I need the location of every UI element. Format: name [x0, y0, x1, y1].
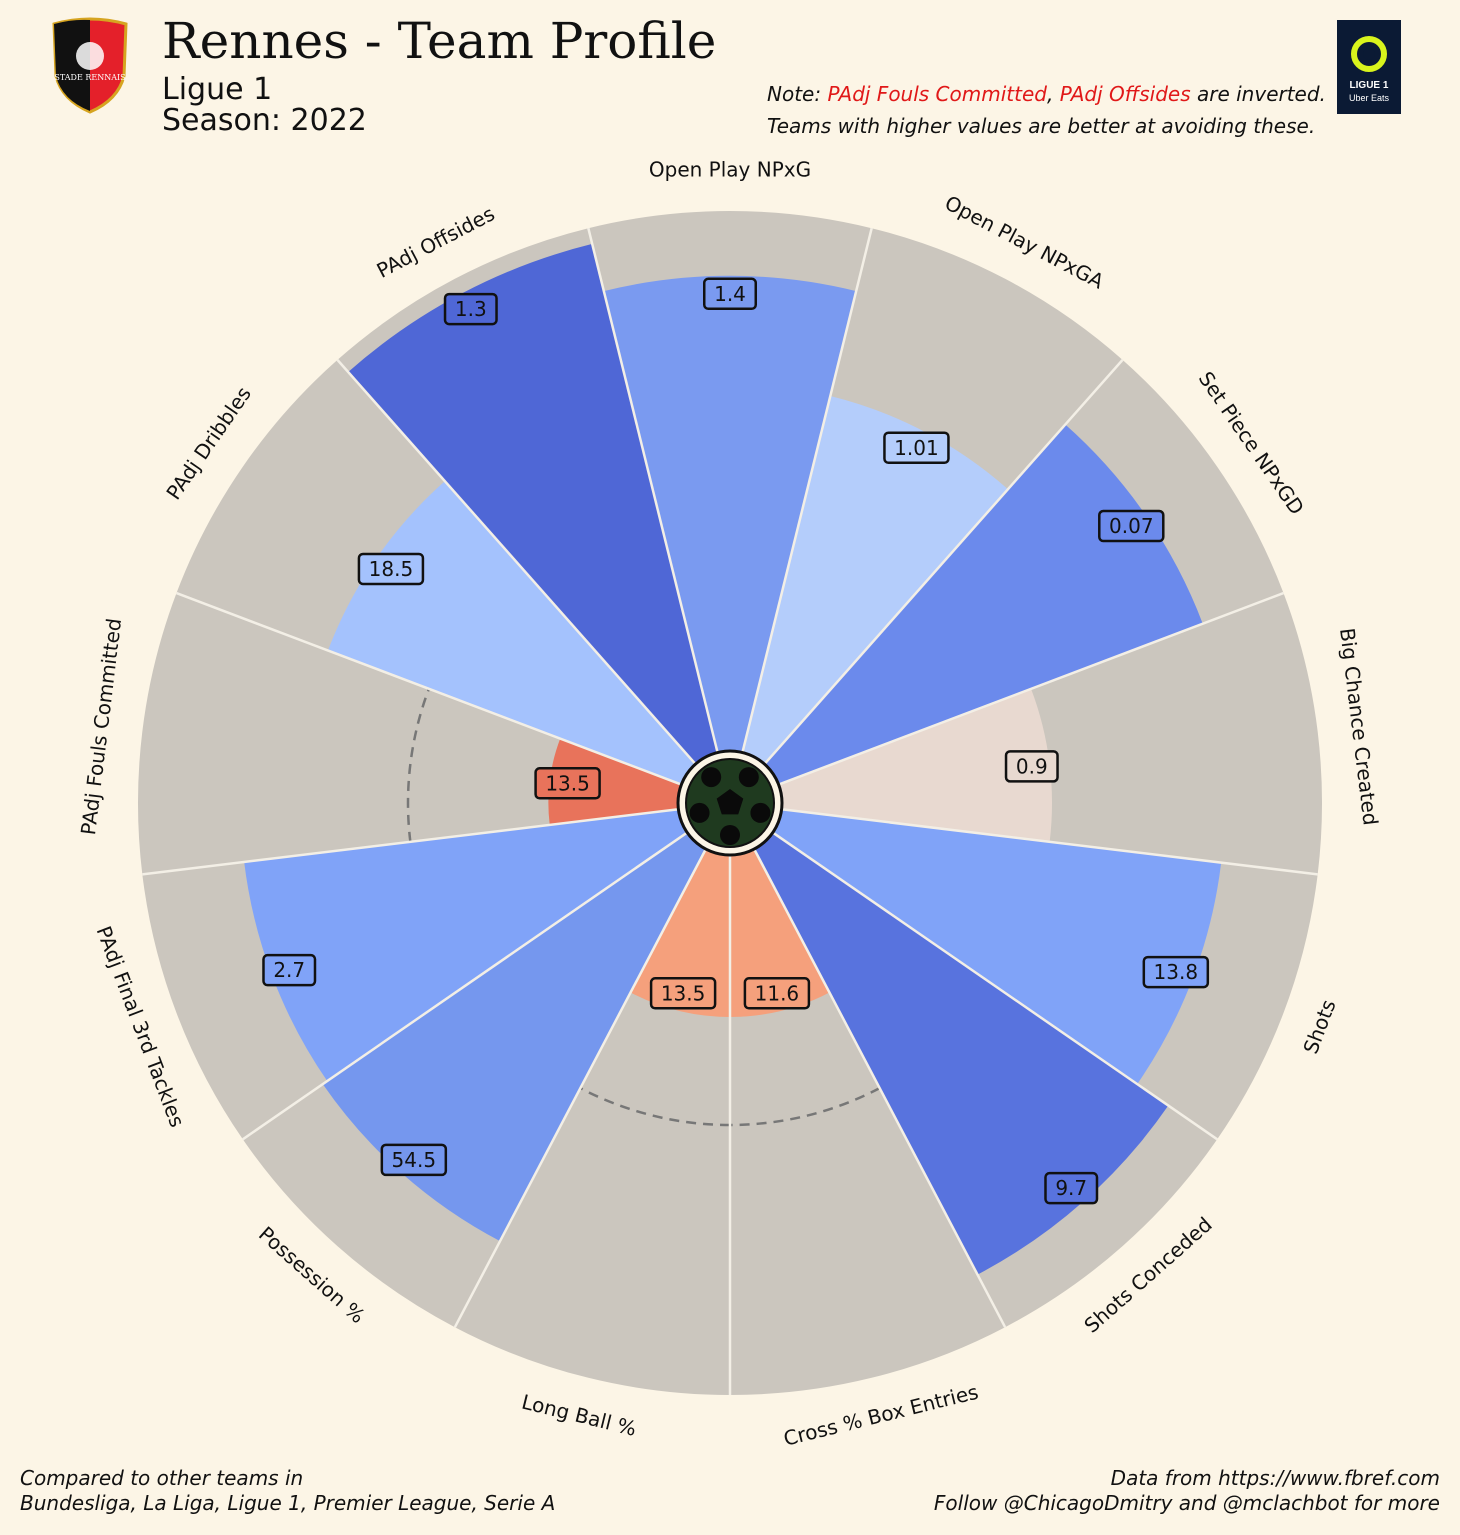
value-label-text: 9.7	[1055, 1176, 1087, 1200]
value-label-text: 18.5	[369, 557, 414, 581]
footer-follow: Follow @ChicagoDmitry and @mclachbot for…	[933, 1491, 1440, 1515]
value-label-text: 2.7	[273, 958, 305, 982]
value-label: 13.5	[649, 977, 717, 1010]
value-label: 13.8	[1142, 955, 1210, 989]
slice-value-bar	[630, 849, 730, 1017]
slice-value-bar	[348, 243, 718, 765]
slice-value-bar	[322, 832, 706, 1242]
slice-value-bar	[772, 809, 1222, 1085]
value-label: 54.5	[380, 1143, 448, 1177]
inverted-note-line2: Teams with higher values are better at a…	[767, 114, 1316, 138]
slice-value-bar	[764, 424, 1203, 785]
league-logo-icon: LIGUE 1 Uber Eats	[1337, 20, 1401, 114]
value-label-text: 13.5	[661, 981, 706, 1005]
note-prefix: Note:	[767, 82, 828, 106]
value-label-text: 1.3	[455, 297, 487, 321]
slice-divider	[753, 848, 1007, 1328]
param-label: Shots	[1298, 996, 1340, 1057]
value-label-text: 1.4	[714, 282, 746, 306]
slice-divider	[587, 227, 719, 753]
value-label-text: 1.01	[894, 436, 939, 460]
slice-divider	[453, 848, 707, 1328]
value-label: 18.5	[357, 552, 425, 586]
page-title: Rennes - Team Profile	[162, 12, 717, 70]
value-label-text: 11.6	[755, 981, 800, 1005]
note-inverted-fouls: PAdj Fouls Committed	[827, 82, 1047, 106]
footer-compared-line1: Compared to other teams in	[20, 1466, 304, 1490]
slice-value-bar	[603, 275, 857, 753]
param-label: Open Play NPxG	[649, 158, 811, 182]
slice-divider	[142, 808, 679, 876]
value-label-text: 0.9	[1016, 754, 1048, 778]
slice-value-bar	[730, 849, 830, 1017]
slice-value-bar	[244, 809, 688, 1082]
slice-divider	[763, 359, 1124, 765]
slice-divider	[772, 831, 1218, 1141]
value-label: 2.7	[262, 953, 317, 987]
league-logo-sponsor: Uber Eats	[1349, 93, 1390, 103]
value-label: 0.9	[1004, 750, 1059, 783]
value-label-text: 54.5	[392, 1148, 437, 1172]
slice-divider	[781, 808, 1318, 876]
footer-source: Data from https://www.fbref.com	[1110, 1466, 1440, 1490]
club-badge-text: STADE RENNAIS	[54, 73, 125, 82]
league-logo-text: LIGUE 1	[1350, 80, 1389, 91]
note-inverted-offsides: PAdj Offsides	[1059, 82, 1191, 106]
league-name: Ligue 1	[162, 72, 273, 107]
slice-divider	[336, 359, 697, 765]
reference-circle-arc	[406, 688, 431, 842]
slice-value-bar	[548, 738, 682, 825]
slice-value-bar	[754, 832, 1169, 1275]
slice-value-bar	[778, 688, 1052, 842]
value-label-text: 13.5	[545, 771, 590, 795]
inverted-note-line1: Note: PAdj Fouls Committed, PAdj Offside…	[767, 82, 1326, 106]
slice-divider	[778, 591, 1284, 786]
football-icon	[676, 749, 784, 857]
reference-circle-arc	[729, 1087, 881, 1127]
value-label: 1.3	[443, 292, 498, 326]
note-suffix: are inverted.	[1190, 82, 1326, 106]
footer-compared-line2: Bundesliga, La Liga, Ligue 1, Premier Le…	[20, 1491, 556, 1515]
note-comma: ,	[1046, 82, 1060, 106]
slice-background	[138, 593, 682, 875]
value-label-text: 13.8	[1154, 960, 1199, 984]
param-label: PAdj Fouls Committed	[76, 617, 126, 836]
season-label: Season: 2022	[162, 103, 367, 138]
value-label-text: 0.07	[1109, 514, 1154, 538]
value-label: 1.01	[883, 431, 950, 465]
value-label: 1.4	[703, 277, 757, 311]
param-label: Cross % Box Entries	[781, 1380, 981, 1451]
reference-circle-arc	[579, 1087, 731, 1127]
value-label: 13.5	[534, 767, 601, 800]
value-label: 11.6	[743, 977, 811, 1010]
value-label: 0.07	[1098, 509, 1165, 543]
param-label: Long Ball %	[519, 1390, 639, 1441]
slice-divider	[741, 227, 873, 753]
slice-divider	[176, 591, 682, 786]
param-label: Big Chance Created	[1335, 627, 1383, 827]
slice-divider	[242, 831, 688, 1141]
club-badge-icon: STADE RENNAIS	[52, 17, 128, 114]
value-label: 9.7	[1044, 1171, 1099, 1205]
